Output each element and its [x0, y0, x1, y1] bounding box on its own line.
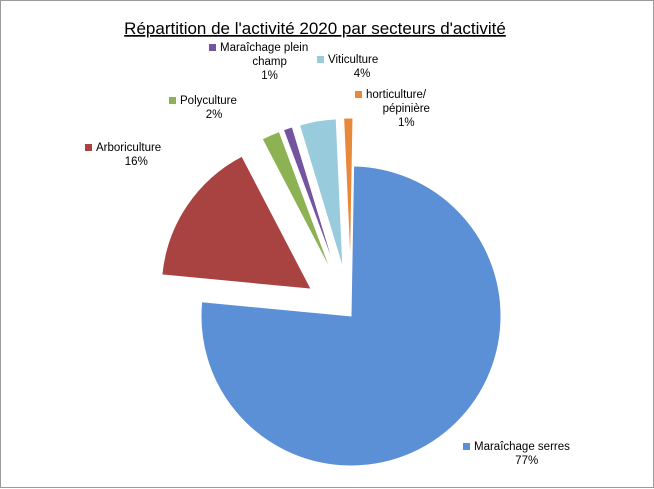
label-percent: 16% — [125, 156, 148, 168]
label-marker — [85, 144, 92, 151]
label-marker — [463, 443, 470, 450]
data-label-5: horticulture/pépinière 1% — [355, 89, 430, 129]
label-percent: 77% — [515, 455, 538, 467]
pie-slice-mara-chage-serres — [200, 165, 502, 467]
label-category: Maraîchage plein — [220, 42, 308, 54]
label-percent: 1% — [398, 117, 415, 129]
pie-slice-polyculture — [261, 130, 332, 273]
label-marker — [317, 56, 324, 63]
pie-slices — [161, 117, 502, 467]
label-percent: 2% — [206, 109, 223, 121]
label-marker — [355, 91, 362, 98]
pie-slice-horticulture-p-pini-re — [343, 117, 354, 269]
data-label-1: Arboriculture 16% — [85, 142, 161, 168]
label-category: Polyculture — [180, 95, 237, 107]
data-label-4: Viticulture 4% — [317, 54, 378, 80]
chart-title: Répartition de l'activité 2020 par secte… — [124, 19, 506, 38]
label-percent: 4% — [354, 68, 371, 80]
label-category: Maraîchage serres — [474, 441, 570, 453]
data-label-2: Polyculture 2% — [169, 95, 237, 121]
label-category: Arboriculture — [96, 142, 161, 154]
label-category: Viticulture — [328, 54, 378, 66]
data-label-3: Maraîchage plein champ 1% — [209, 42, 308, 82]
label-category: pépinière — [383, 103, 430, 115]
pie-slice-viticulture — [298, 118, 344, 269]
data-labels: Maraîchage serres 77% Arboriculture 16% Poly… — [85, 42, 570, 467]
label-category: horticulture/ — [366, 89, 427, 101]
label-marker — [169, 97, 176, 104]
data-label-0: Maraîchage serres 77% — [463, 441, 570, 467]
pie-slice-mara-chage-plein-champ — [282, 126, 337, 271]
pie-slice-arboriculture — [161, 155, 313, 290]
label-category: champ — [252, 56, 287, 68]
label-percent: 1% — [261, 70, 278, 82]
label-marker — [209, 44, 216, 51]
